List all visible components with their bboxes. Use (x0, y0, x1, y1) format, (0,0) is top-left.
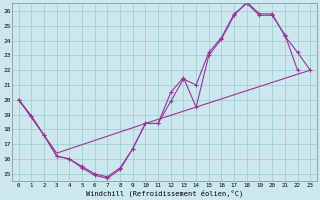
X-axis label: Windchill (Refroidissement éolien,°C): Windchill (Refroidissement éolien,°C) (86, 189, 243, 197)
